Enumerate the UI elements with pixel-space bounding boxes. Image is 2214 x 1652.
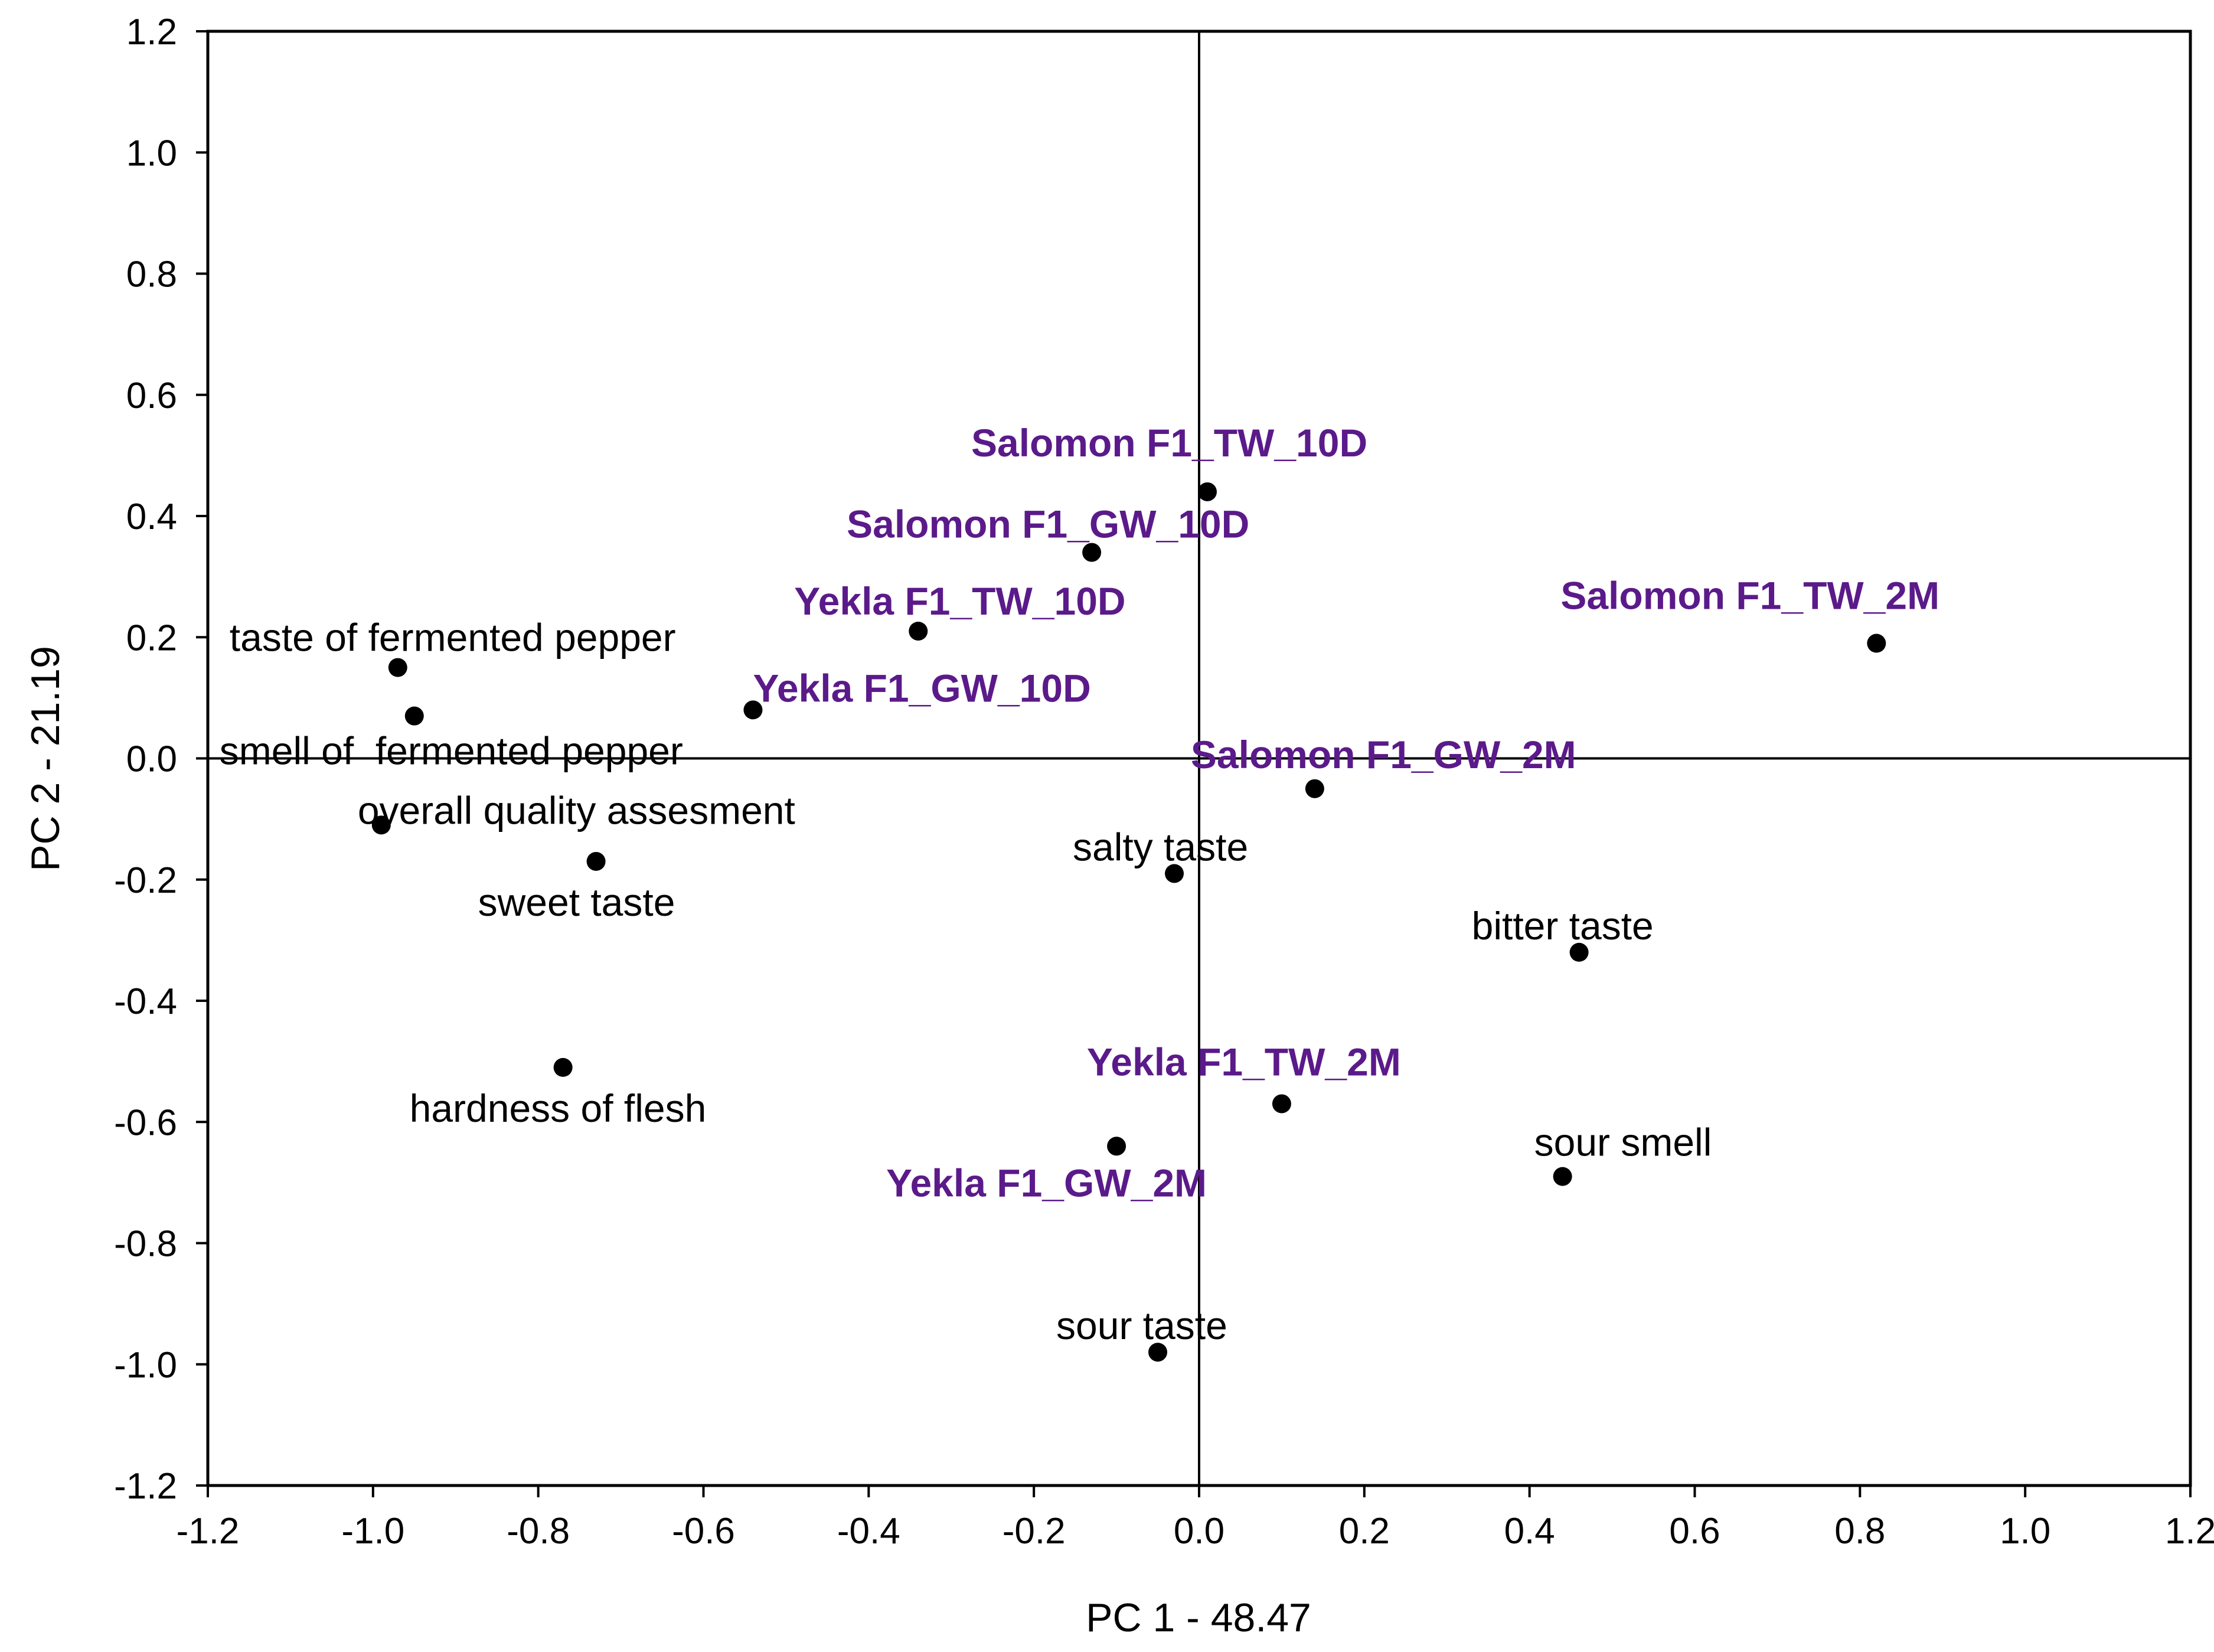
sample-label: Salomon F1_GW_2M (1191, 733, 1576, 776)
sample-point (1197, 482, 1217, 501)
sample-point (909, 621, 928, 641)
variable-label: bitter taste (1472, 904, 1654, 948)
variable-point (1569, 942, 1589, 962)
variable-label: hardness of flesh (410, 1086, 707, 1130)
sample-label: Yekla F1_GW_2M (886, 1161, 1207, 1204)
variable-label: sweet taste (478, 880, 675, 924)
y-tick-label: -0.2 (114, 860, 177, 901)
x-tick-label: -0.6 (672, 1511, 735, 1552)
y-tick-label: 1.2 (126, 12, 177, 53)
variable-point (388, 658, 407, 677)
sample-label: Yekla F1_TW_10D (794, 579, 1125, 623)
sample-label: Salomon F1_TW_10D (971, 421, 1367, 465)
y-tick-label: -0.8 (114, 1224, 177, 1265)
variable-label: sour smell (1534, 1121, 1712, 1164)
x-tick-label: -0.4 (837, 1511, 900, 1552)
y-tick-label: 0.8 (126, 254, 177, 295)
x-tick-label: -0.8 (507, 1511, 570, 1552)
y-axis-ticks: 1.2 1.0 0.8 0.6 0.4 0.2 0.0 -0.2 -0.4 -0.6 -0.8 -1.… (114, 12, 208, 1507)
variable-label: smell of fermented pepper (220, 729, 683, 773)
variable-label: overall quality assesment (358, 788, 795, 832)
y-tick-label: 1.0 (126, 133, 177, 174)
x-tick-label: -1.2 (177, 1511, 240, 1552)
sample-label: Yekla F1_TW_2M (1087, 1040, 1401, 1083)
x-axis-ticks: -1.2 -1.0 -0.8 -0.6 -0.4 -0.2 0.0 0.2 0.4 0.6 0.8 1… (177, 1486, 2214, 1552)
sample-point (1272, 1094, 1291, 1114)
x-tick-label: 0.4 (1504, 1511, 1555, 1552)
variable-point (1553, 1167, 1572, 1186)
variable-point (1148, 1343, 1168, 1362)
sample-label: Salomon F1_GW_10D (847, 502, 1249, 546)
variable-label: sour taste (1056, 1304, 1227, 1347)
y-tick-label: 0.0 (126, 739, 177, 780)
variable-point (1165, 864, 1184, 883)
x-tick-label: 0.6 (1669, 1511, 1720, 1552)
variable-label: salty taste (1073, 825, 1248, 869)
sample-point (1082, 543, 1102, 562)
reference-lines (208, 31, 2190, 1486)
x-tick-label: -1.0 (341, 1511, 404, 1552)
variable-point (586, 851, 606, 871)
x-tick-label: 1.0 (2000, 1511, 2050, 1552)
variable-point (404, 706, 424, 726)
data-points: taste of fermented pepper smell of fermen… (220, 421, 1939, 1362)
x-tick-label: -0.2 (1002, 1511, 1066, 1552)
sample-point (743, 700, 763, 720)
y-tick-label: 0.6 (126, 376, 177, 416)
sample-point (1107, 1137, 1126, 1156)
x-tick-label: 0.8 (1834, 1511, 1885, 1552)
y-tick-label: -1.2 (114, 1466, 177, 1507)
sample-point (1305, 779, 1324, 798)
variable-label: taste of fermented pepper (230, 616, 676, 660)
y-tick-label: -0.4 (114, 981, 177, 1022)
sample-label: Salomon F1_TW_2M (1560, 574, 1939, 618)
variable-point (371, 815, 391, 835)
y-tick-label: 0.2 (126, 618, 177, 658)
x-tick-label: 0.2 (1339, 1511, 1390, 1552)
x-tick-label: 0.0 (1174, 1511, 1224, 1552)
y-tick-label: -1.0 (114, 1345, 177, 1386)
y-tick-label: 0.4 (126, 497, 177, 537)
variable-point (553, 1057, 573, 1077)
x-tick-label: 1.2 (2165, 1511, 2214, 1552)
sample-point (1867, 634, 1886, 653)
x-axis-title: PC 1 - 48.47 (1086, 1595, 1311, 1640)
y-tick-label: -0.6 (114, 1102, 177, 1143)
y-axis-title: PC 2 - 21.19 (23, 646, 68, 871)
sample-label: Yekla F1_GW_10D (753, 666, 1090, 710)
